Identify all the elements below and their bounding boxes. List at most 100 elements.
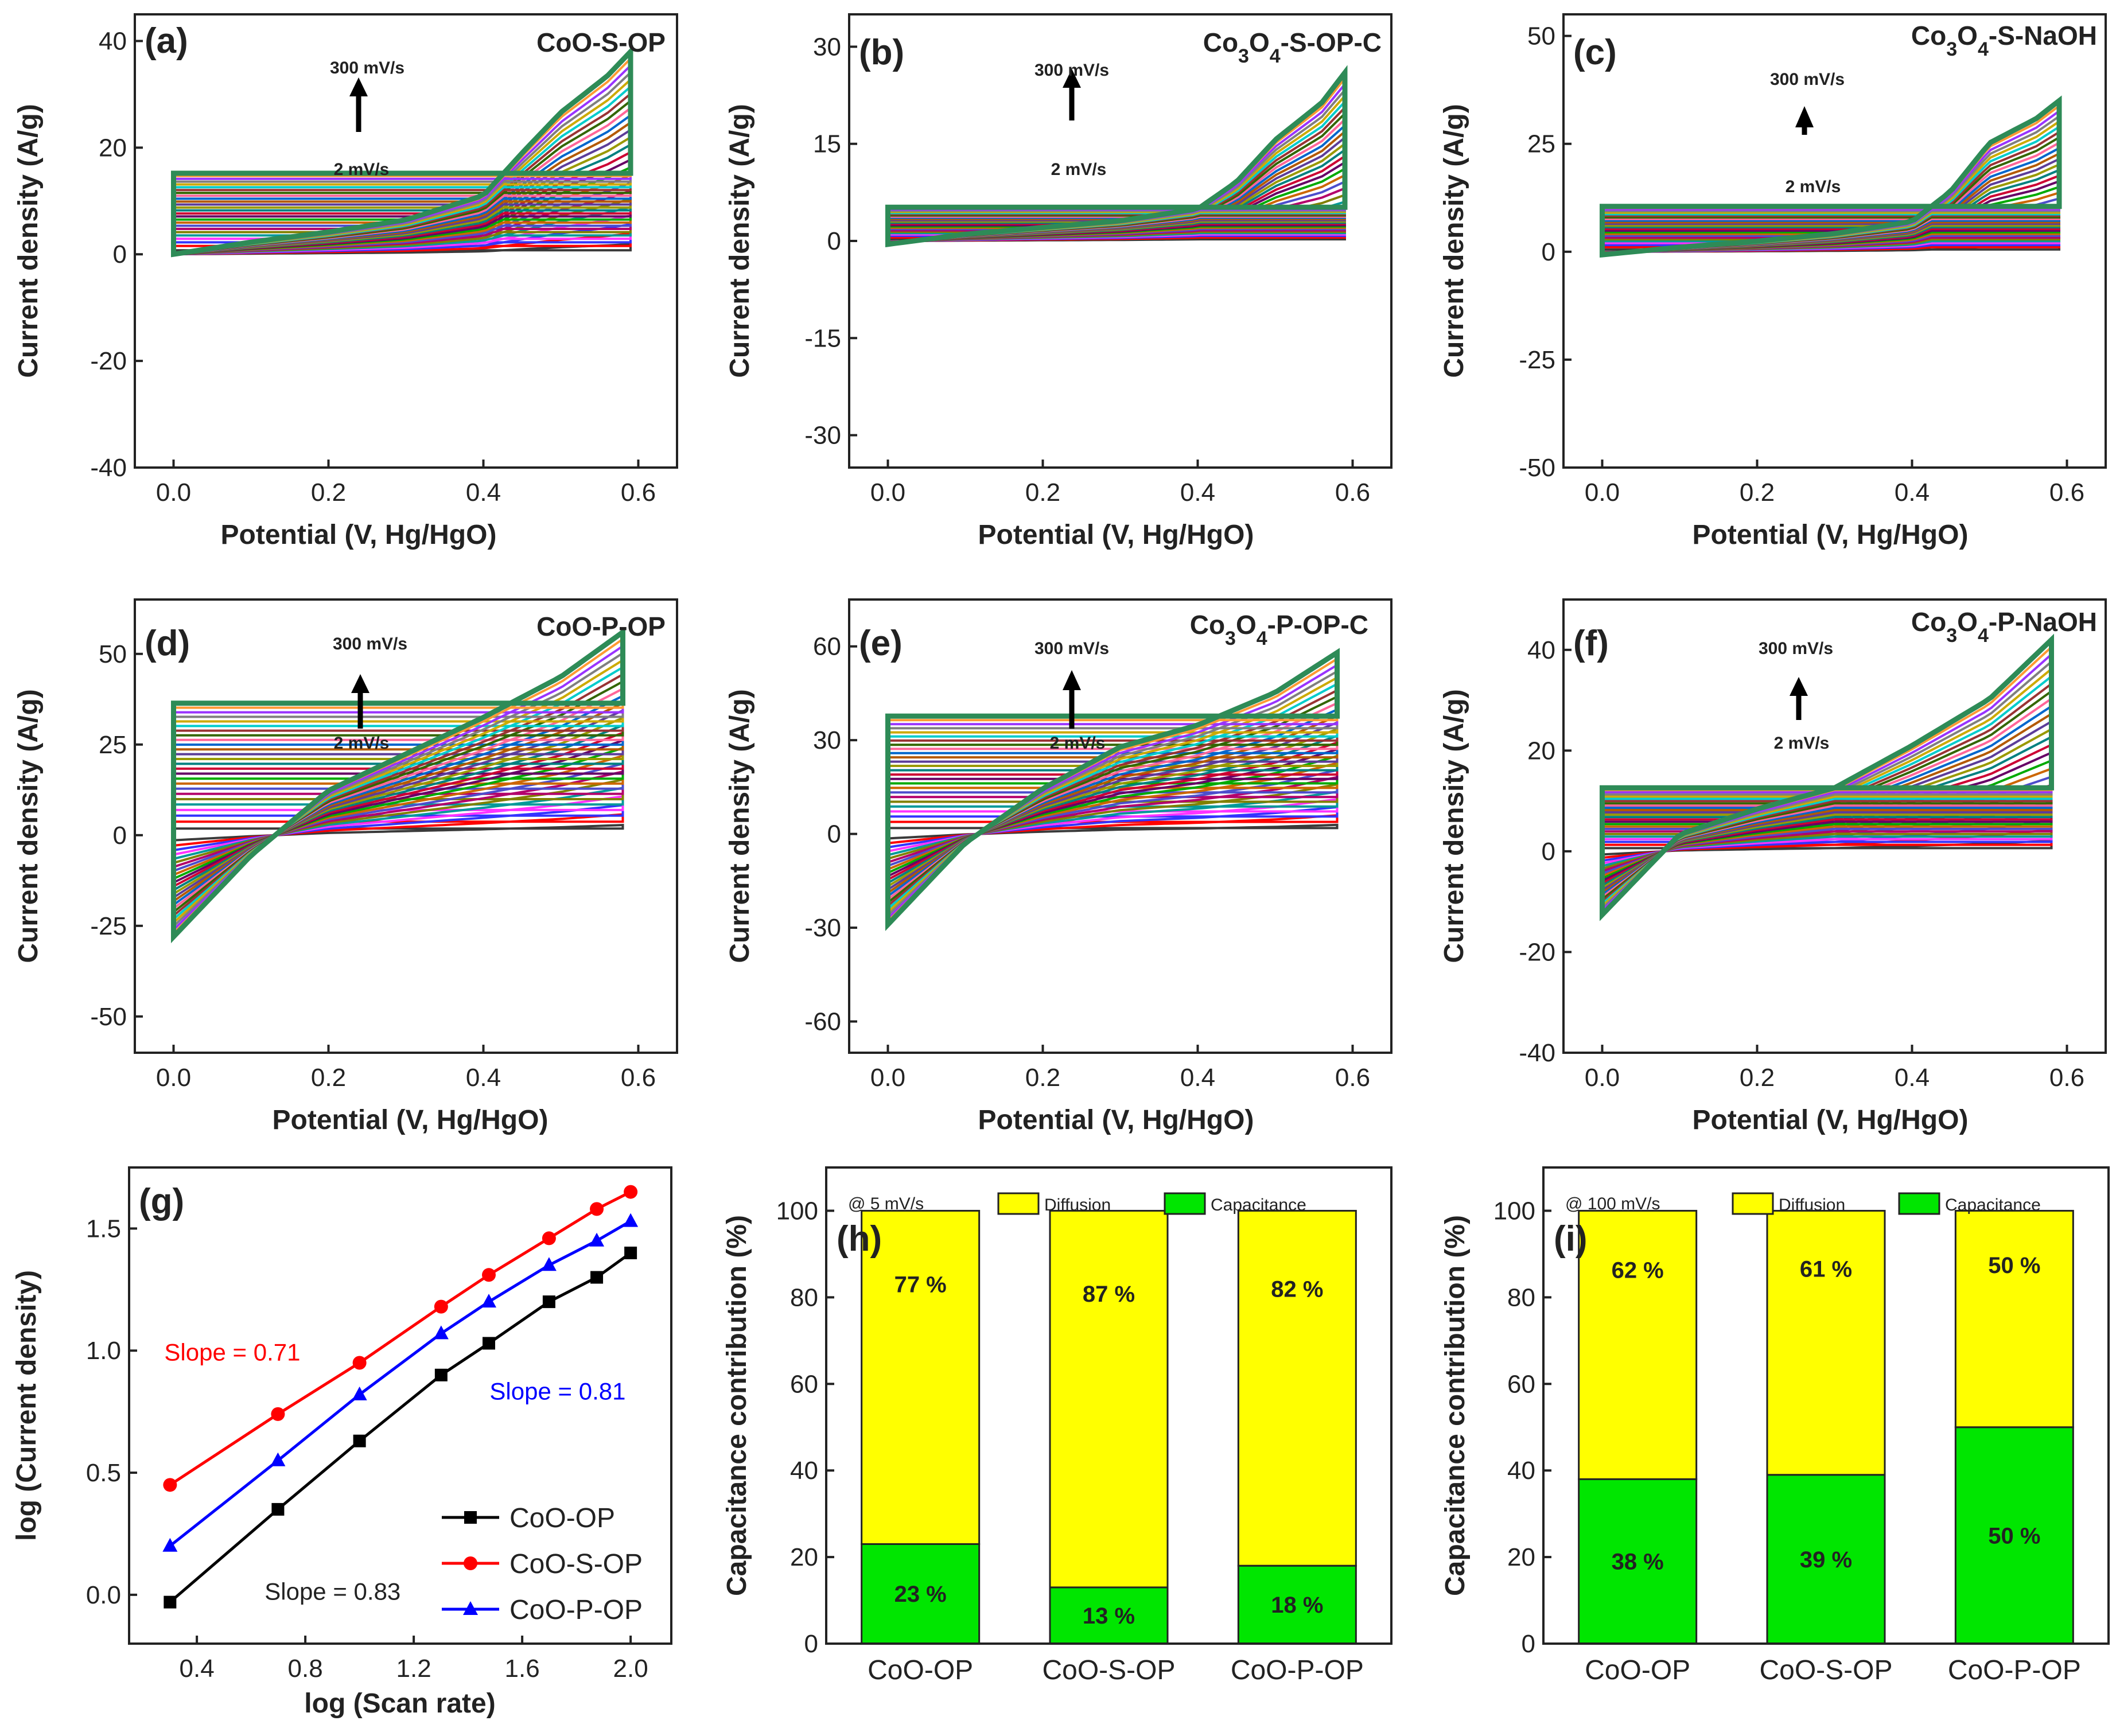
panel-label: (g)	[139, 1182, 184, 1221]
legend-label: Capacitance	[1211, 1196, 1306, 1215]
y-axis-label: Current density (A/g)	[13, 104, 44, 377]
rate-note: @ 100 mV/s	[1565, 1194, 1660, 1213]
y-tick-label: 80	[790, 1283, 818, 1311]
cv-curve	[886, 707, 1339, 898]
arrow-top-label: 300 mV/s	[1034, 639, 1109, 658]
cv-curve	[172, 738, 624, 885]
series-line	[169, 1251, 632, 1603]
x-tick-label: 1.2	[396, 1655, 431, 1683]
cv-curve	[886, 741, 1339, 882]
x-tick-label: 0.6	[1335, 1064, 1370, 1092]
panel-e: 0.0 0.2 0.4 0.6 -60 -30 0 30 60 (e) Co3O4-P-OP-C…	[725, 598, 1392, 1135]
legend-label: Capacitance	[1945, 1196, 2041, 1215]
cv-curve	[886, 727, 1339, 889]
data-point	[164, 1595, 177, 1609]
y-axis-label: Current density (A/g)	[725, 689, 755, 963]
x-axis-label: Potential (V, Hg/HgO)	[1693, 1105, 1969, 1135]
data-point	[542, 1295, 555, 1309]
y-tick-label: 0	[827, 820, 841, 848]
data-point	[623, 1213, 639, 1227]
panel-label: (a)	[145, 21, 188, 61]
sample-label: Co3O4-P-OP-C	[1190, 610, 1368, 649]
y-tick-label: 60	[1507, 1370, 1535, 1398]
bar-segment	[1237, 1564, 1357, 1645]
y-tick-label: -50	[90, 1003, 127, 1031]
x-tick-label: 0.0	[1585, 478, 1620, 507]
x-tick-label: 0.0	[870, 1064, 905, 1092]
cv-curve	[172, 709, 624, 900]
y-tick-label: 0	[1542, 838, 1555, 866]
panel-i: 0 20 40 60 80 100 38 % 62 % CoO-OP 39 % 61 % CoO-S…	[1440, 1166, 2110, 1686]
y-tick-label: -50	[1519, 454, 1555, 482]
x-tick-label: 0.2	[1740, 1064, 1775, 1092]
cv-curve	[172, 723, 624, 892]
legend-label: Diffusion	[1044, 1196, 1111, 1215]
cv-curve	[886, 695, 1339, 905]
sample-label: Co3O4-S-OP-C	[1203, 28, 1382, 67]
y-tick-label: -25	[90, 912, 127, 940]
x-tick-label: 0.8	[288, 1655, 323, 1683]
data-point	[624, 1185, 638, 1199]
x-tick-label: 0.0	[156, 478, 191, 507]
y-tick-label: 40	[1527, 636, 1555, 664]
x-tick-label: 0.2	[1740, 478, 1775, 507]
data-point	[483, 1337, 496, 1350]
bar-segment	[1954, 1426, 2074, 1645]
bar-segment	[1578, 1478, 1698, 1645]
legend-label: CoO-P-OP	[509, 1595, 643, 1625]
bar-segment	[1237, 1209, 1357, 1567]
y-tick-label: 50	[1527, 22, 1555, 50]
bar-segment	[861, 1209, 981, 1545]
data-point	[481, 1294, 497, 1308]
panel-label: (f)	[1573, 624, 1609, 663]
rate-note: @ 5 mV/s	[848, 1194, 924, 1213]
x-category-label: CoO-S-OP	[1759, 1655, 1892, 1686]
cv-curve	[172, 665, 624, 922]
cv-curve	[886, 682, 1339, 912]
cv-curve	[1601, 704, 2053, 897]
x-tick-label: 0.4	[180, 1655, 215, 1683]
series-line	[169, 1190, 632, 1486]
data-point	[590, 1202, 604, 1216]
bar-segment	[1954, 1209, 2074, 1428]
y-axis-label: Capacitance contribution (%)	[722, 1215, 752, 1596]
x-category-label: CoO-OP	[868, 1655, 973, 1686]
data-point	[541, 1257, 557, 1271]
y-tick-label: 0	[1522, 1630, 1535, 1658]
y-tick-label: -20	[1519, 938, 1555, 966]
legend: CoO-OP CoO-S-OP CoO-P-OP	[442, 1503, 643, 1625]
x-tick-label: 0.2	[1025, 1064, 1060, 1092]
panel-label: (h)	[837, 1219, 882, 1259]
cv-curve	[886, 748, 1339, 878]
panel-b: 0.0 0.2 0.4 0.6 -30 -15 0 15 30 (b) Co3O4-S-OP-C…	[725, 13, 1392, 550]
arrow-top-label: 300 mV/s	[1034, 61, 1109, 80]
bar-value-label: 50 %	[1988, 1523, 2040, 1548]
x-category-label: CoO-S-OP	[1042, 1655, 1175, 1686]
sample-label: Co3O4-P-NaOH	[1911, 607, 2097, 647]
data-point	[162, 1538, 178, 1552]
x-axis-label: Potential (V, Hg/HgO)	[221, 520, 497, 550]
x-tick-label: 0.4	[1180, 1064, 1215, 1092]
bar-segment	[1578, 1209, 1698, 1480]
x-axis-label: Potential (V, Hg/HgO)	[978, 520, 1254, 550]
y-tick-label: 25	[99, 731, 127, 759]
bar-value-label: 13 %	[1083, 1603, 1135, 1629]
arrow-bottom-label: 2 mV/s	[334, 160, 390, 179]
y-axis-label: Current density (A/g)	[1439, 689, 1469, 963]
data-point	[433, 1325, 449, 1340]
slope-annotation: Slope = 0.83	[264, 1578, 400, 1605]
x-axis-label: Potential (V, Hg/HgO)	[978, 1105, 1254, 1135]
x-category-label: CoO-P-OP	[1231, 1655, 1364, 1686]
y-tick-label: 0.5	[86, 1459, 121, 1487]
data-point	[353, 1434, 366, 1447]
cv-curve	[171, 627, 625, 944]
cv-curve	[886, 754, 1339, 875]
y-tick-label: 0	[1542, 238, 1555, 266]
bar-value-label: 61 %	[1800, 1257, 1852, 1282]
panel-h: 0 20 40 60 80 100 23 % 77 % CoO-OP 13 % 87 % CoO-S…	[722, 1166, 1392, 1686]
y-axis-label: Current density (A/g)	[1439, 104, 1469, 377]
cv-curve	[886, 734, 1339, 885]
cv-curve	[886, 768, 1339, 868]
sample-label: Co3O4-S-NaOH	[1911, 21, 2097, 60]
cv-curve	[171, 45, 633, 258]
